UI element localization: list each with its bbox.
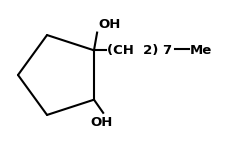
Text: OH: OH xyxy=(98,18,121,31)
Text: Me: Me xyxy=(190,44,212,57)
Text: OH: OH xyxy=(90,116,112,129)
Text: (CH  2) 7: (CH 2) 7 xyxy=(107,44,172,57)
